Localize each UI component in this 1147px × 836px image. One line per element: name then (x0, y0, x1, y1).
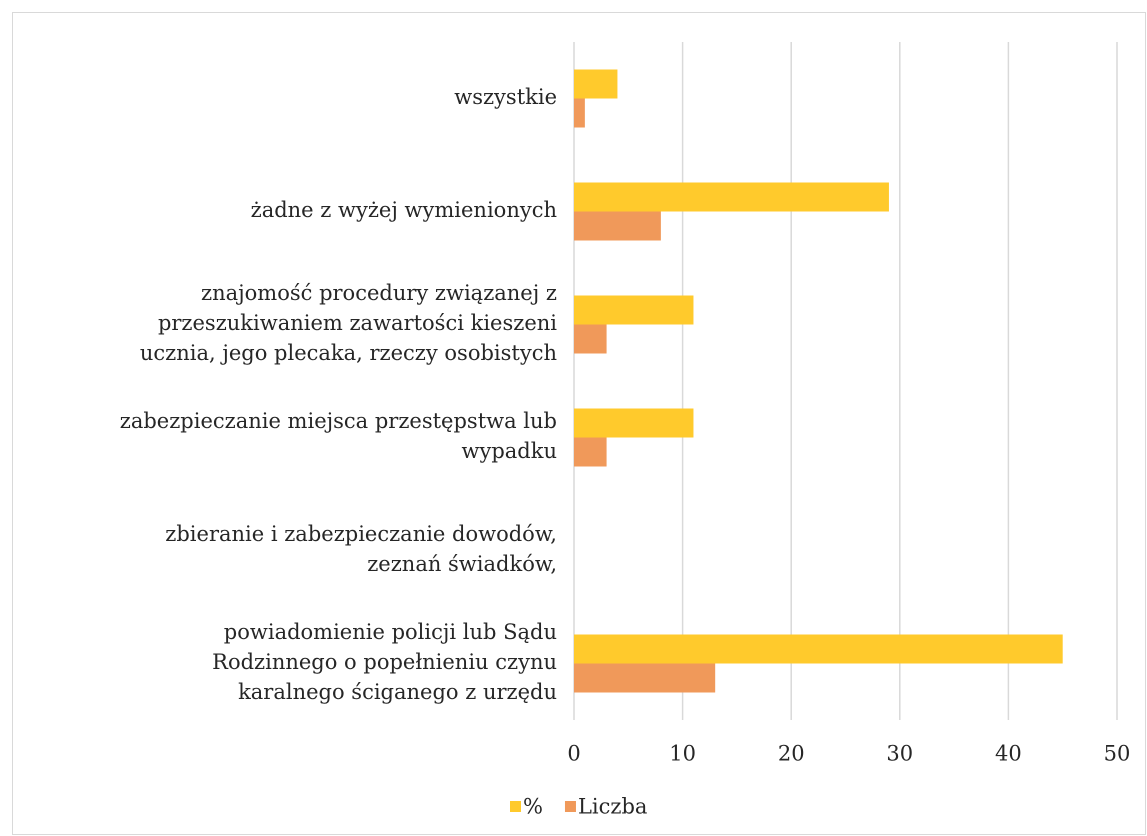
bar (574, 98, 585, 128)
x-tick-label: 30 (886, 742, 913, 766)
bar (574, 182, 889, 212)
y-tick-label: powiadomienie policji lub Sądu (224, 620, 557, 644)
y-tick-label: zbieranie i zabezpieczanie dowodów, (165, 522, 557, 546)
bar (574, 211, 661, 241)
legend-swatch (564, 801, 576, 812)
x-tick-label: 40 (995, 742, 1022, 766)
y-tick-label: żadne z wyżej wymienionych (251, 198, 557, 222)
bar (574, 295, 694, 325)
legend-swatch (510, 801, 521, 812)
legend-label: % (523, 795, 543, 819)
bar (574, 324, 607, 354)
bar (574, 408, 694, 438)
x-tick-label: 50 (1104, 742, 1131, 766)
y-tick-label: zabezpieczanie miejsca przestępstwa lub (120, 409, 557, 433)
y-tick-label: przeszukiwaniem zawartości kieszeni (158, 311, 557, 335)
y-tick-label: wszystkie (454, 85, 557, 109)
bar (574, 634, 1063, 664)
y-tick-label: zeznań świadków, (367, 552, 557, 576)
x-tick-label: 10 (669, 742, 696, 766)
x-tick-label: 0 (567, 742, 580, 766)
bar (574, 437, 607, 467)
bar (574, 663, 716, 693)
x-tick-label: 20 (778, 742, 805, 766)
legend-label: Liczba (578, 795, 647, 819)
bar (574, 69, 618, 99)
y-tick-label: wypadku (462, 439, 558, 463)
y-tick-label: karalnego ściganego z urzędu (238, 680, 557, 704)
y-tick-label: ucznia, jego plecaka, rzeczy osobistych (140, 341, 557, 365)
y-tick-label: Rodzinnego o popełnieniu czynu (212, 650, 557, 674)
y-tick-label: znajomość procedury związanej z (201, 281, 557, 305)
